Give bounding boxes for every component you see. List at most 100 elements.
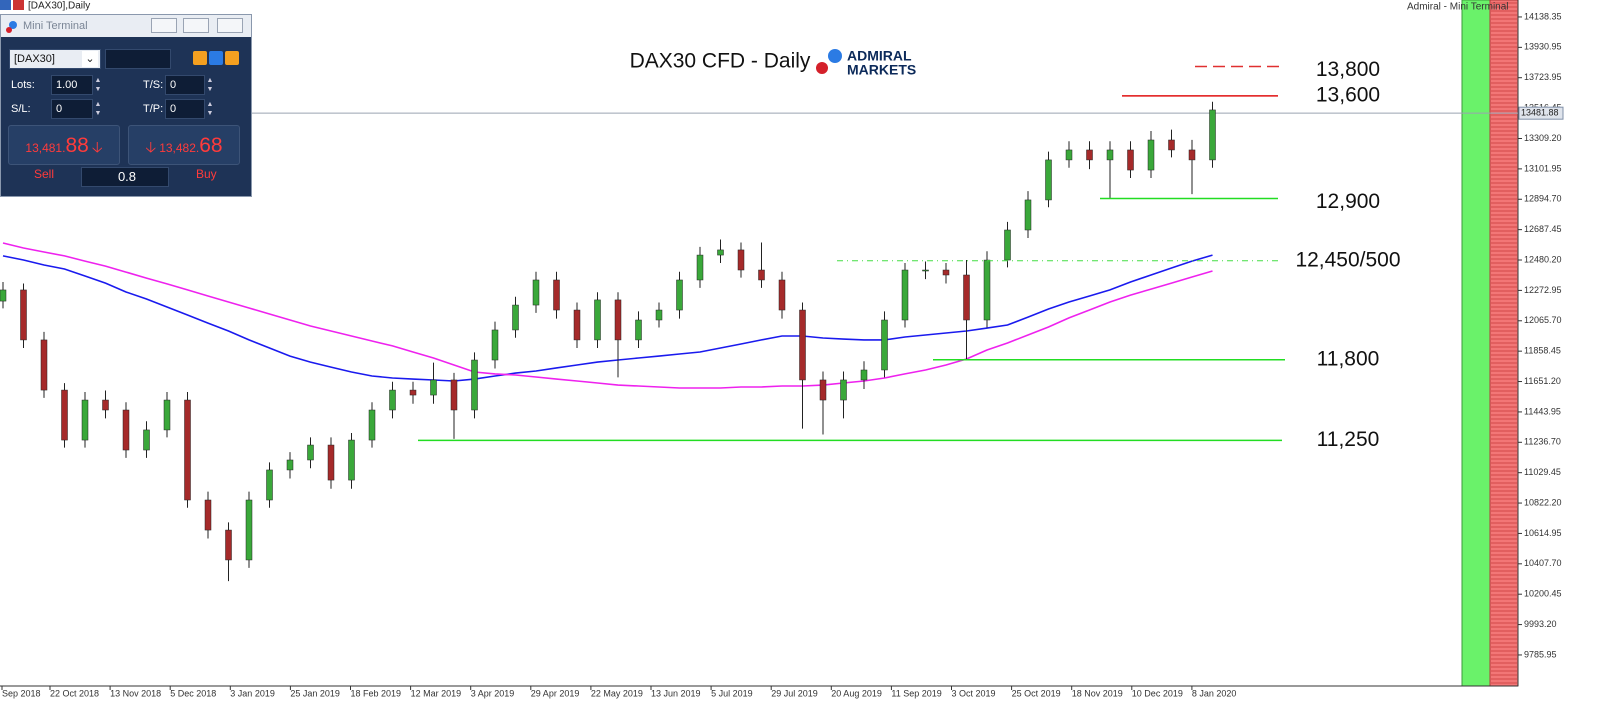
terminal-title: Mini Terminal [23,20,88,32]
level-label: 11,800 [1317,347,1380,370]
last-price-box [1518,106,1564,120]
candle-body [450,379,458,411]
level-label: 13,600 [1316,83,1380,106]
buy-pips: 68 [199,134,223,157]
candle-body [1147,139,1155,171]
x-tick-label: 25 Jan 2019 [290,688,340,698]
logo-text: ADMIRAL [847,48,912,64]
y-tick-label: 10407.70 [1524,558,1562,568]
tab-icon [13,0,24,10]
tp-input[interactable]: 0 [165,99,205,119]
mini-terminal: Mini Terminal [DAX30] ⌄ Lots: 1.00 ▲ ▼ T/S… [0,14,252,197]
candle-body [573,309,581,341]
field-label: S/L: [11,103,31,115]
candle-body [922,269,929,272]
buy-button[interactable]: 🡣 13,482. 68 [128,125,240,165]
field-label: T/P: [143,103,164,115]
lots-input[interactable]: 1.00 [51,75,93,95]
x-tick-label: 10 Dec 2019 [1132,688,1183,698]
candle-body [676,279,683,311]
close-button[interactable] [217,18,243,33]
candle-body [102,399,109,411]
logo-dot [828,49,842,63]
tab-icon [0,0,11,10]
sl-input[interactable]: 0 [51,99,93,119]
candle-body [491,329,499,361]
y-tick-label: 9785.95 [1524,649,1557,659]
candle-body [204,499,212,531]
signal-green [1461,0,1491,687]
y-tick-label: 13723.95 [1524,72,1562,82]
last-price-label: 13481.88 [1521,108,1559,118]
x-tick-label: 13 Jun 2019 [651,688,701,698]
x-tick-label: 3 Apr 2019 [471,688,515,698]
symbol-input[interactable] [105,49,171,69]
candle-body [655,309,663,321]
x-tick-label: 29 Jul 2019 [771,688,818,698]
x-tick-label: 20 Aug 2019 [831,688,882,698]
y-tick-label: 13930.95 [1524,42,1562,52]
signal-red [1489,0,1519,687]
icon-button[interactable] [225,51,239,65]
level-label: 12,450/500 [1295,248,1400,271]
y-tick-label: 11651.20 [1524,376,1561,386]
spinner[interactable]: ▲ ▼ [206,77,214,93]
y-tick-label: 10822.20 [1524,497,1562,507]
window-title: Admiral - Mini Terminal [1407,2,1509,13]
logo-dot [816,62,828,74]
y-tick-label: 11029.45 [1524,467,1561,477]
candle-body [471,359,478,411]
candle-body [1004,229,1011,261]
candle-body [286,459,294,471]
level-label: 12,900 [1316,190,1380,213]
candle-body [901,269,909,321]
y-tick-label: 12687.45 [1524,224,1562,234]
icon-button[interactable] [193,51,207,65]
x-tick-label: Sep 2018 [2,688,41,698]
x-tick-label: 18 Feb 2019 [351,688,402,698]
candle-body [778,279,786,311]
candle-body [20,289,27,341]
candle-body [409,389,417,396]
candle-body [594,299,601,341]
x-tick-label: 3 Jan 2019 [230,688,275,698]
candle-body [758,269,765,281]
candle-body [860,369,868,381]
candle-body [1086,149,1093,161]
sell-label: Sell [34,167,55,181]
spinner[interactable]: ▲ ▼ [206,101,214,117]
y-tick-label: 14138.35 [1524,11,1562,21]
candle-body [983,259,991,321]
level-label: 11,250 [1317,428,1380,451]
candle-body [1024,199,1032,231]
x-tick-label: 11 Sep 2019 [891,688,941,698]
chart-tab[interactable]: [DAX30],Daily [28,1,90,12]
x-tick-label: 12 Mar 2019 [411,688,462,698]
spinner[interactable]: ▲ ▼ [94,77,102,93]
x-tick-label: 5 Dec 2018 [170,688,216,698]
sell-button[interactable]: 13,481. 88 🡣 [8,125,120,165]
ts-input[interactable]: 0 [165,75,205,95]
settings-button[interactable] [209,51,223,65]
minimize-button[interactable] [151,18,177,33]
spread: 0.8 [81,167,169,187]
maximize-button[interactable] [183,18,209,33]
candle-body [81,399,89,441]
candle-body [61,389,68,441]
y-tick-label: 12065.70 [1524,315,1562,325]
spinner[interactable]: ▲ ▼ [94,101,102,117]
x-tick-label: 29 Apr 2019 [531,688,580,698]
candle-body [737,249,745,271]
candle-body [614,299,622,341]
buy-label: Buy [196,167,217,181]
candle-body [327,444,335,481]
y-tick-label: 12480.20 [1524,254,1562,264]
symbol-select[interactable]: [DAX30] ⌄ [9,49,101,69]
candle-body [819,379,827,401]
candle-body [799,309,806,381]
y-tick-label: 10614.95 [1524,528,1562,538]
candle-body [368,409,376,441]
logo-text: MARKETS [847,62,916,78]
candle-body [696,254,704,281]
